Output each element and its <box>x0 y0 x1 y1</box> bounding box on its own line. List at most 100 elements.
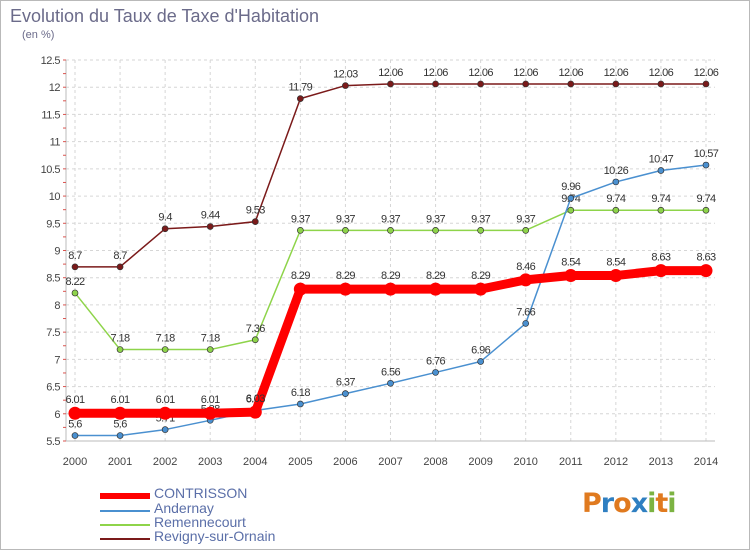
data-point-revigny-sur-ornain <box>432 80 439 88</box>
data-label-contrisson: 8.29 <box>426 270 445 282</box>
data-point-contrisson <box>68 406 82 420</box>
data-point-revigny-sur-ornain <box>567 80 575 88</box>
data-point-contrisson <box>383 282 397 296</box>
y-tick-label: 8 <box>54 300 60 312</box>
legend-label-andernay: Andernay <box>154 500 214 516</box>
chart-title: Evolution du Taux de Taxe d'Habitation <box>10 6 319 26</box>
data-label-revigny-sur-ornain: 11.79 <box>288 82 312 94</box>
data-label-revigny-sur-ornain: 9.4 <box>158 212 172 224</box>
y-tick-label: 10.5 <box>41 164 61 176</box>
data-point-revigny-sur-ornain <box>657 80 665 88</box>
data-point-contrisson <box>429 282 443 296</box>
x-tick-label: 2006 <box>333 456 357 468</box>
data-point-andernay <box>342 390 349 397</box>
data-label-revigny-sur-ornain: 8.7 <box>113 250 127 262</box>
data-label-revigny-sur-ornain: 12.06 <box>559 67 584 79</box>
data-point-contrisson <box>338 282 352 296</box>
data-label-andernay: 7.66 <box>516 306 535 318</box>
chart-subtitle: (en %) <box>22 29 55 41</box>
data-point-remennecourt <box>657 206 665 214</box>
y-tick-label: 6 <box>54 409 60 421</box>
data-label-contrisson: 8.46 <box>516 261 535 273</box>
data-label-andernay: 10.26 <box>604 165 629 177</box>
data-point-revigny-sur-ornain <box>702 80 710 88</box>
data-point-andernay <box>387 379 394 387</box>
data-label-andernay: 6.18 <box>291 387 310 399</box>
data-label-contrisson: 8.63 <box>651 252 670 264</box>
data-label-remennecourt: 9.37 <box>471 213 490 225</box>
x-tick-label: 2010 <box>513 456 537 468</box>
x-tick-label: 2014 <box>694 456 718 468</box>
x-tick-label: 2005 <box>288 456 312 468</box>
data-point-remennecourt <box>251 336 259 344</box>
data-label-remennecourt: 9.37 <box>336 213 355 225</box>
data-point-contrisson <box>158 406 172 420</box>
data-label-remennecourt: 7.18 <box>111 333 130 345</box>
data-point-contrisson <box>248 405 262 419</box>
x-tick-label: 2002 <box>153 456 177 468</box>
data-label-remennecourt: 9.37 <box>291 213 310 225</box>
x-tick-label: 2009 <box>468 456 492 468</box>
y-tick-label: 12 <box>49 82 61 94</box>
data-label-revigny-sur-ornain: 9.53 <box>246 205 265 217</box>
data-label-contrisson: 8.54 <box>606 257 625 269</box>
legend-label-remennecourt: Remennecourt <box>154 514 246 530</box>
data-label-remennecourt: 9.74 <box>696 193 715 205</box>
data-point-revigny-sur-ornain <box>477 80 484 88</box>
data-point-andernay <box>657 167 665 174</box>
data-point-contrisson <box>564 269 578 283</box>
data-point-revigny-sur-ornain <box>522 80 530 88</box>
data-point-remennecourt <box>71 289 79 297</box>
legend-swatch-andernay <box>100 510 150 512</box>
y-tick-label: 9.5 <box>46 218 60 230</box>
logo-letter: r <box>600 488 614 519</box>
logo-letter: o <box>613 488 632 519</box>
data-point-remennecourt <box>387 227 394 234</box>
legend-swatch-contrisson <box>100 493 150 499</box>
data-point-contrisson <box>654 264 668 278</box>
y-tick-label: 11 <box>50 137 61 149</box>
x-tick-label: 2003 <box>198 456 222 468</box>
data-label-contrisson: 8.54 <box>561 257 580 269</box>
data-point-andernay <box>116 432 124 439</box>
x-tick-label: 2004 <box>243 456 267 468</box>
data-point-remennecourt <box>206 346 214 353</box>
data-point-remennecourt <box>161 346 169 353</box>
x-tick-label: 2012 <box>604 456 628 468</box>
data-label-remennecourt: 9.37 <box>426 213 445 225</box>
legend-label-contrisson: CONTRISSON <box>154 485 248 501</box>
data-label-contrisson: 8.29 <box>336 270 355 282</box>
data-point-contrisson <box>203 406 217 420</box>
legend-label-revigny-sur-ornain: Revigny-sur-Ornain <box>154 528 276 544</box>
data-point-andernay <box>567 194 575 202</box>
data-point-remennecourt <box>342 227 349 234</box>
data-point-revigny-sur-ornain <box>297 95 304 102</box>
data-label-contrisson: 8.63 <box>696 252 715 264</box>
data-label-contrisson: 8.29 <box>471 270 490 282</box>
data-label-revigny-sur-ornain: 8.7 <box>68 250 82 262</box>
data-point-revigny-sur-ornain <box>387 80 394 88</box>
data-label-contrisson: 6.01 <box>111 394 130 406</box>
logo-letter: P <box>582 488 602 519</box>
data-label-revigny-sur-ornain: 12.03 <box>333 69 358 81</box>
data-label-remennecourt: 9.37 <box>381 213 400 225</box>
data-point-remennecourt <box>116 346 124 353</box>
data-label-contrisson: 6.03 <box>246 393 265 405</box>
data-point-revigny-sur-ornain <box>116 263 124 271</box>
data-label-revigny-sur-ornain: 12.06 <box>378 67 403 79</box>
data-label-contrisson: 6.01 <box>65 394 84 406</box>
data-label-andernay: 10.57 <box>694 148 719 160</box>
data-point-andernay <box>702 161 710 169</box>
y-tick-label: 6.5 <box>46 382 60 394</box>
logo-letter: x <box>630 488 648 519</box>
data-label-contrisson: 6.01 <box>201 394 220 406</box>
x-tick-label: 2008 <box>423 456 447 468</box>
data-label-remennecourt: 9.37 <box>516 213 535 225</box>
data-label-andernay: 10.47 <box>649 153 674 165</box>
y-tick-label: 7 <box>54 354 60 366</box>
data-label-remennecourt: 9.74 <box>606 193 625 205</box>
data-label-revigny-sur-ornain: 12.06 <box>468 67 493 79</box>
data-label-contrisson: 8.29 <box>381 270 400 282</box>
data-label-andernay: 6.76 <box>426 355 445 367</box>
